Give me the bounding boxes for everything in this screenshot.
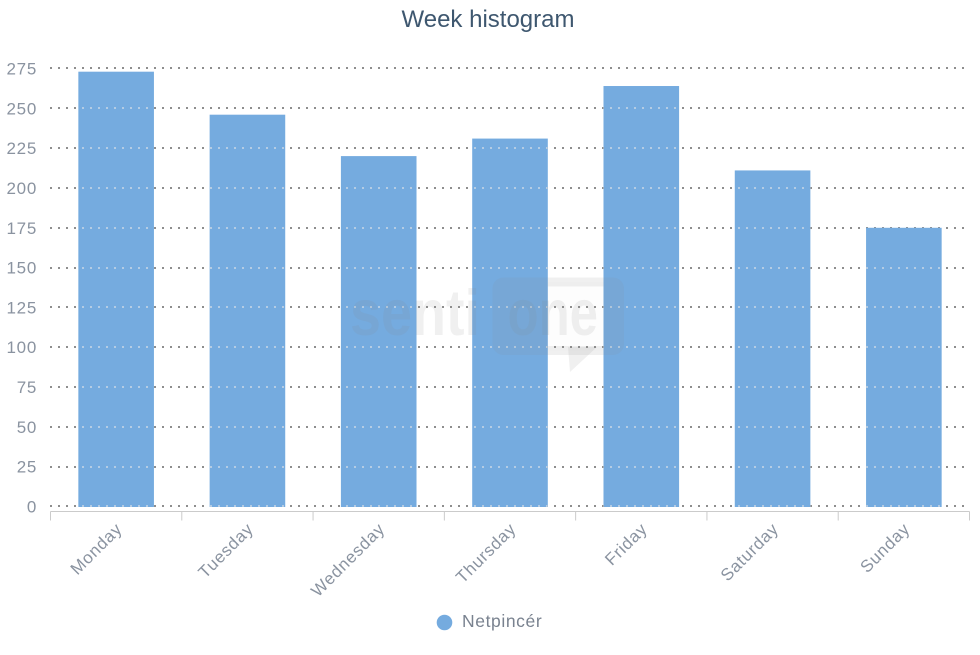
svg-text:0: 0: [27, 498, 37, 517]
svg-text:175: 175: [7, 219, 37, 238]
svg-text:225: 225: [7, 139, 37, 158]
svg-text:200: 200: [7, 179, 37, 198]
svg-text:Week histogram: Week histogram: [402, 6, 575, 33]
svg-text:100: 100: [7, 338, 37, 357]
svg-text:75: 75: [17, 378, 37, 397]
svg-text:250: 250: [7, 99, 37, 118]
svg-text:50: 50: [17, 418, 37, 437]
svg-text:25: 25: [17, 458, 37, 477]
svg-text:150: 150: [7, 259, 37, 278]
svg-text:275: 275: [7, 60, 37, 79]
svg-text:senti: senti: [350, 276, 480, 349]
svg-text:one: one: [508, 276, 599, 349]
svg-text:125: 125: [7, 298, 37, 317]
svg-text:Netpincér: Netpincér: [462, 611, 542, 631]
